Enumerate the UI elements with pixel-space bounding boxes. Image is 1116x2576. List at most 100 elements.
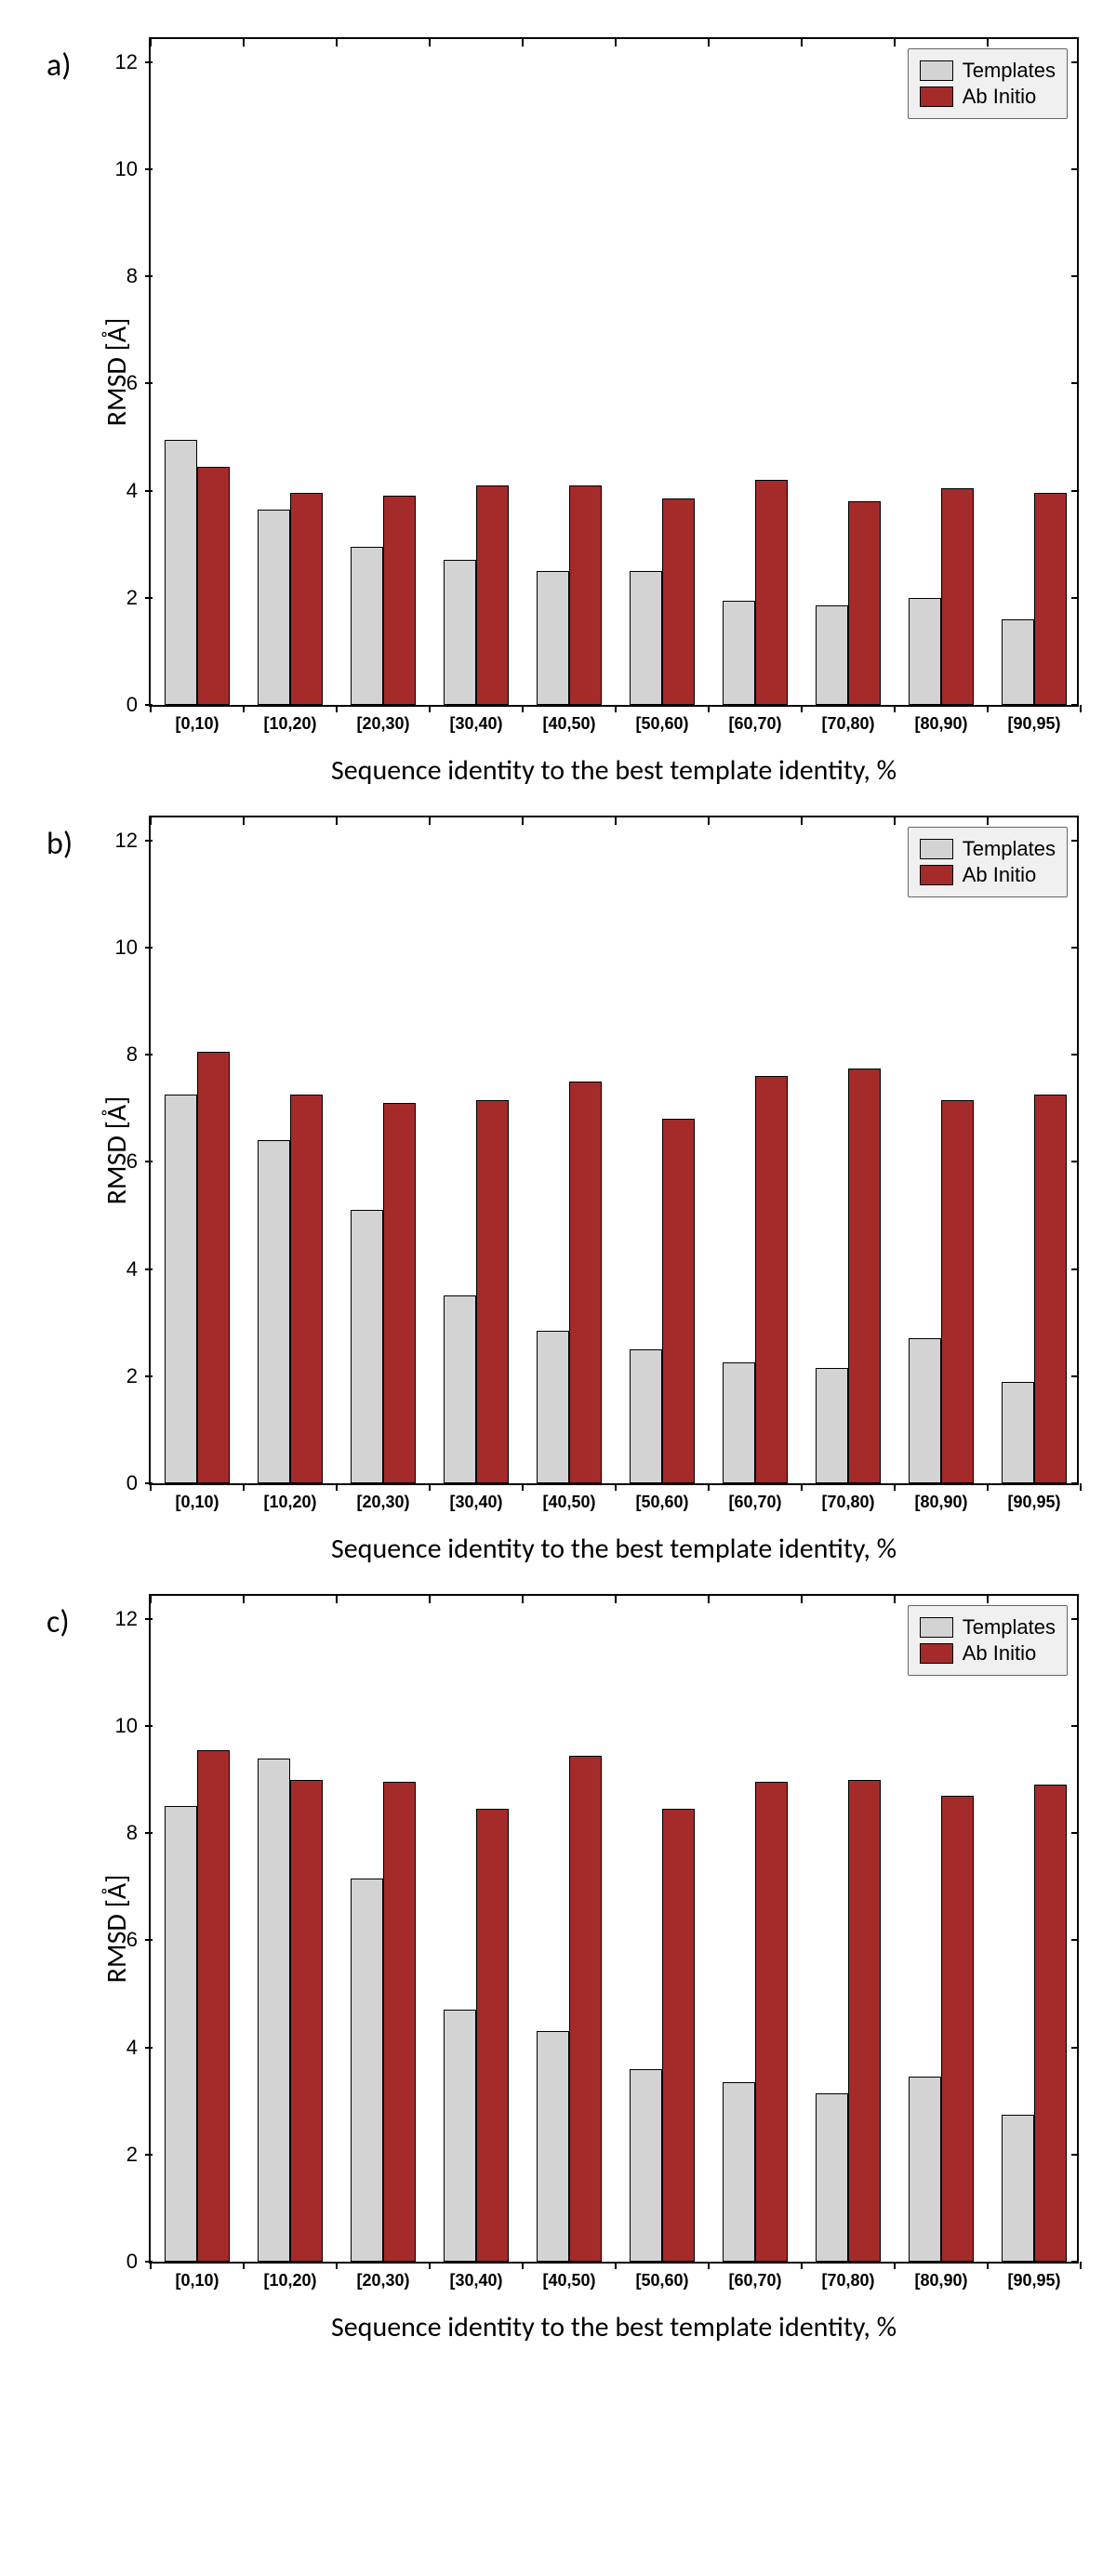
x-tick-label: [80,90)	[914, 2262, 967, 2291]
legend-row: Templates	[920, 1615, 1056, 1640]
bar-ab-initio	[383, 496, 416, 705]
legend-row: Ab Initio	[920, 1641, 1056, 1666]
bar-ab-initio	[476, 1100, 509, 1483]
y-tick-label: 0	[104, 1471, 151, 1495]
x-tick-label: [20,30)	[356, 1483, 409, 1512]
bar-ab-initio	[1034, 1095, 1067, 1483]
bar-templates	[723, 2082, 755, 2262]
legend-label: Templates	[963, 59, 1056, 83]
bar-templates	[816, 1368, 848, 1483]
x-tick-mark-top	[708, 1596, 710, 1603]
y-tick-mark-right	[1071, 704, 1079, 706]
chart-area: RMSD [Å]024681012[0,10)[10,20)[20,30)[30…	[149, 1594, 1079, 2264]
bar-templates	[537, 571, 569, 705]
legend: TemplatesAb Initio	[908, 1605, 1068, 1676]
x-tick-mark	[429, 705, 431, 712]
bar-templates	[258, 510, 290, 705]
x-tick-mark	[522, 2262, 524, 2269]
bar-templates	[444, 2010, 476, 2262]
y-tick-label: 4	[104, 1257, 151, 1281]
y-tick-mark-right	[1071, 1161, 1079, 1162]
bar-ab-initio	[1034, 493, 1067, 705]
bar-templates	[258, 1759, 290, 2262]
chart-area: RMSD [Å]024681012[0,10)[10,20)[20,30)[30…	[149, 37, 1079, 707]
x-tick-label: [20,30)	[356, 2262, 409, 2291]
x-tick-mark	[429, 1483, 431, 1491]
bar-ab-initio	[197, 467, 230, 705]
x-tick-mark	[522, 705, 524, 712]
legend-swatch	[920, 1643, 953, 1664]
bar-ab-initio	[941, 1100, 974, 1483]
bar-templates	[537, 1331, 569, 1483]
bar-templates	[444, 1295, 476, 1483]
x-tick-label: [40,50)	[542, 705, 595, 734]
bar-templates	[165, 1095, 197, 1483]
x-tick-label: [10,20)	[263, 2262, 316, 2291]
legend-swatch	[920, 60, 953, 81]
x-tick-mark-top	[987, 39, 989, 46]
y-tick-mark-right	[1071, 1939, 1079, 1941]
x-tick-label: [70,80)	[821, 705, 874, 734]
bar-templates	[630, 2069, 662, 2262]
bar-ab-initio	[755, 1076, 788, 1483]
x-tick-mark	[987, 1483, 989, 1491]
bar-templates	[351, 547, 383, 705]
legend-label: Templates	[963, 1615, 1056, 1640]
bar-templates	[444, 560, 476, 705]
x-tick-mark-top	[150, 39, 152, 46]
bar-templates	[351, 1210, 383, 1483]
bar-ab-initio	[755, 1782, 788, 2262]
x-tick-mark	[150, 1483, 152, 1491]
y-tick-label: 12	[104, 50, 151, 74]
x-tick-mark-top	[987, 1596, 989, 1603]
y-tick-mark-right	[1071, 1832, 1079, 1834]
x-tick-label: [0,10)	[175, 1483, 219, 1512]
x-tick-label: [50,60)	[635, 1483, 688, 1512]
y-tick-mark-right	[1071, 382, 1079, 384]
bar-templates	[630, 1349, 662, 1483]
bar-templates	[165, 1806, 197, 2262]
x-tick-mark-top	[243, 817, 245, 825]
bar-templates	[351, 1879, 383, 2262]
y-tick-label: 8	[104, 1821, 151, 1845]
x-tick-label: [10,20)	[263, 1483, 316, 1512]
x-tick-mark-top	[522, 39, 524, 46]
x-tick-mark	[894, 2262, 896, 2269]
bar-templates	[537, 2031, 569, 2262]
legend: TemplatesAb Initio	[908, 827, 1068, 897]
panel-label: c)	[46, 1603, 70, 1641]
bar-ab-initio	[290, 1780, 323, 2262]
x-tick-label: [40,50)	[542, 1483, 595, 1512]
bar-templates	[258, 1140, 290, 1483]
x-tick-label: [0,10)	[175, 705, 219, 734]
chart-panel: a)RMSD [Å]024681012[0,10)[10,20)[20,30)[…	[37, 37, 1079, 788]
y-tick-label: 10	[104, 936, 151, 960]
x-tick-label: [0,10)	[175, 2262, 219, 2291]
y-tick-mark-right	[1071, 1375, 1079, 1377]
x-axis-label: Sequence identity to the best template i…	[149, 2310, 1079, 2344]
x-tick-mark	[894, 1483, 896, 1491]
x-tick-label: [60,70)	[728, 1483, 781, 1512]
x-tick-mark	[522, 1483, 524, 1491]
x-tick-mark	[801, 2262, 803, 2269]
x-tick-label: [50,60)	[635, 2262, 688, 2291]
bar-ab-initio	[383, 1103, 416, 1483]
bar-templates	[1002, 2115, 1034, 2262]
bar-ab-initio	[197, 1750, 230, 2262]
x-tick-mark-top	[801, 1596, 803, 1603]
legend-label: Templates	[963, 837, 1056, 861]
x-tick-mark	[336, 2262, 338, 2269]
x-tick-label: [90,95)	[1007, 2262, 1060, 2291]
x-tick-label: [10,20)	[263, 705, 316, 734]
bar-ab-initio	[290, 493, 323, 705]
x-tick-mark	[429, 2262, 431, 2269]
bar-templates	[165, 440, 197, 705]
y-tick-mark-right	[1071, 597, 1079, 599]
bar-templates	[723, 601, 755, 705]
x-tick-mark	[615, 2262, 617, 2269]
y-tick-label: 8	[104, 264, 151, 288]
y-tick-label: 6	[104, 1928, 151, 1952]
y-tick-label: 4	[104, 2036, 151, 2060]
legend-label: Ab Initio	[963, 85, 1037, 109]
bar-templates	[1002, 619, 1034, 705]
